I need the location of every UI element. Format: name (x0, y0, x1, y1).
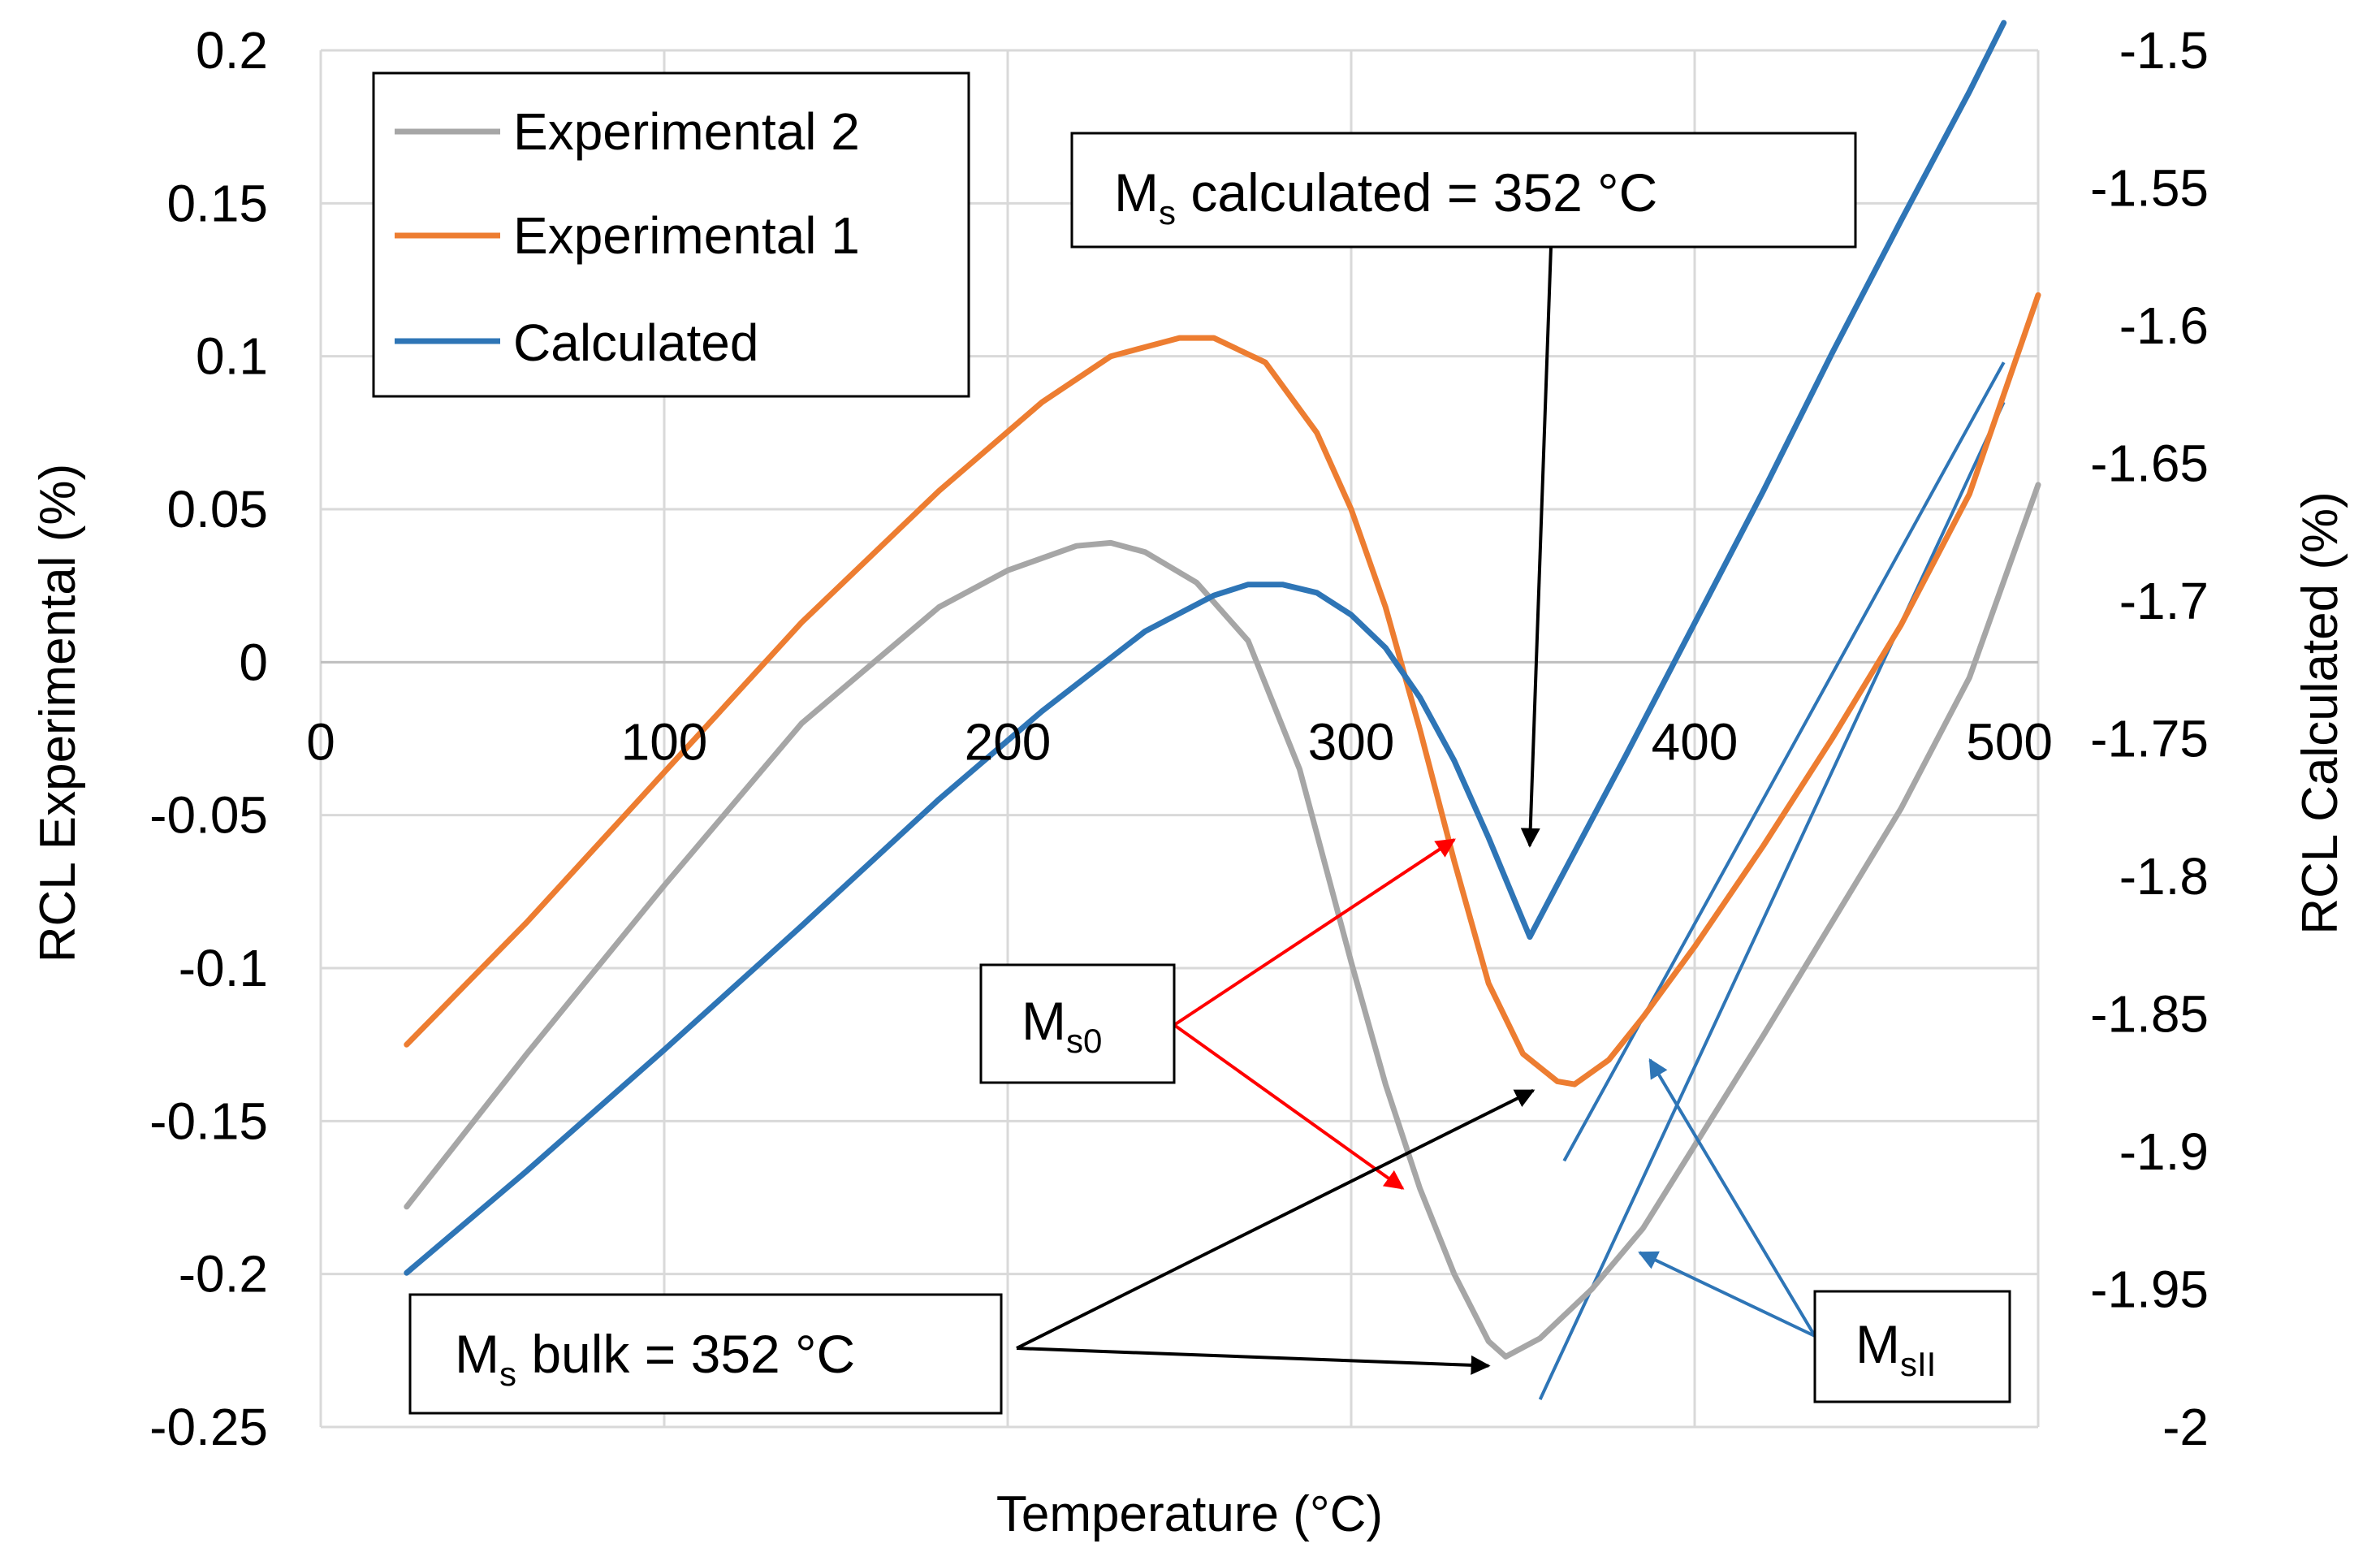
x-tick-label: 0 (306, 712, 335, 771)
series-line-experimental-1 (404, 292, 2041, 1088)
x-axis-label: Temperature (°C) (996, 1486, 1383, 1542)
y-right-tick-label: -1.75 (2090, 710, 2209, 768)
annotation-ms0: Ms0 (979, 963, 1176, 1084)
y-left-tick-label: 0.1 (196, 327, 268, 386)
annotation-text: MsII (1855, 1314, 1936, 1383)
y-right-tick-label: -2 (2162, 1398, 2209, 1456)
gridlines (319, 49, 2040, 1429)
annotation-arrow-ms-bulk (1016, 1088, 1536, 1350)
annotation-arrows (1016, 246, 1816, 1375)
legend-label-calculated: Calculated (513, 313, 758, 372)
tick-labels: 0 100 200 300 400 500 0.2 0.15 0.1 0.05 0 -0.05 -0.1… (149, 21, 2209, 1456)
series-lines (404, 19, 2041, 1360)
annotation-text: Ms0 (1022, 991, 1102, 1060)
y-right-tick-label: -1.55 (2090, 159, 2209, 218)
y-right-tick-label: -1.6 (2119, 296, 2209, 355)
guide-lines (1538, 361, 2006, 1400)
y-right-tick-label: -1.8 (2119, 847, 2209, 906)
y-right-tick-label: -1.65 (2090, 435, 2209, 493)
annotation-arrow-ms-bulk (1016, 1347, 1491, 1375)
annotation-box (979, 963, 1176, 1084)
annotation-arrow-msII (1648, 1057, 1816, 1338)
y-left-tick-label: 0.2 (196, 21, 268, 80)
series-line-experimental-2 (404, 482, 2041, 1360)
y-right-tick-label: -1.5 (2119, 21, 2209, 80)
x-tick-label: 100 (621, 712, 708, 771)
annotation-ms-calculated: Ms calculated = 352 °C (1070, 132, 1857, 249)
annotation-ms-bulk: Ms bulk = 352 °C (408, 1293, 1003, 1415)
x-tick-label: 300 (1308, 712, 1395, 771)
y-left-tick-label: -0.2 (179, 1245, 268, 1304)
annotation-box (1070, 132, 1857, 249)
tangent-line (1538, 401, 2006, 1400)
y-axis-right-label: RCL Calculated (%) (2292, 491, 2348, 935)
y-right-tick-label: -1.7 (2119, 572, 2209, 630)
annotation-box (408, 1293, 1003, 1415)
y-left-tick-label: -0.05 (149, 786, 268, 845)
annotation-text: Ms calculated = 352 °C (1114, 162, 1657, 231)
tangent-line (1562, 361, 2006, 1162)
y-right-tick-label: -1.9 (2119, 1122, 2209, 1181)
y-left-tick-label: 0 (239, 633, 268, 691)
y-left-tick-label: -0.15 (149, 1092, 268, 1150)
legend: Experimental 2 Experimental 1 Calculated (372, 71, 970, 398)
x-tick-label: 500 (1966, 712, 2053, 771)
x-tick-label: 200 (965, 712, 1052, 771)
legend-label-experimental-1: Experimental 1 (513, 206, 860, 265)
legend-label-experimental-2: Experimental 2 (513, 102, 860, 161)
y-left-tick-label: -0.1 (179, 939, 268, 997)
annotation-arrow-ms-calculated (1520, 246, 1553, 848)
annotation-msII: MsII (1813, 1290, 2011, 1403)
annotation-arrow-ms0 (1173, 838, 1456, 1027)
y-right-tick-label: -1.85 (2090, 985, 2209, 1044)
series-line-calculated (404, 19, 2007, 1276)
annotation-text: Ms bulk = 352 °C (455, 1324, 855, 1393)
y-left-tick-label: -0.25 (149, 1398, 268, 1456)
annotation-box (1813, 1290, 2011, 1403)
y-right-tick-label: -1.95 (2090, 1260, 2209, 1319)
y-axis-left-label: RCL Experimental (%) (30, 464, 86, 962)
y-left-tick-label: 0.05 (166, 480, 268, 538)
y-left-tick-label: 0.15 (166, 174, 268, 232)
annotation-arrow-msII (1638, 1251, 1816, 1338)
annotation-arrow-ms0 (1173, 1023, 1405, 1190)
x-tick-label: 400 (1652, 712, 1739, 771)
